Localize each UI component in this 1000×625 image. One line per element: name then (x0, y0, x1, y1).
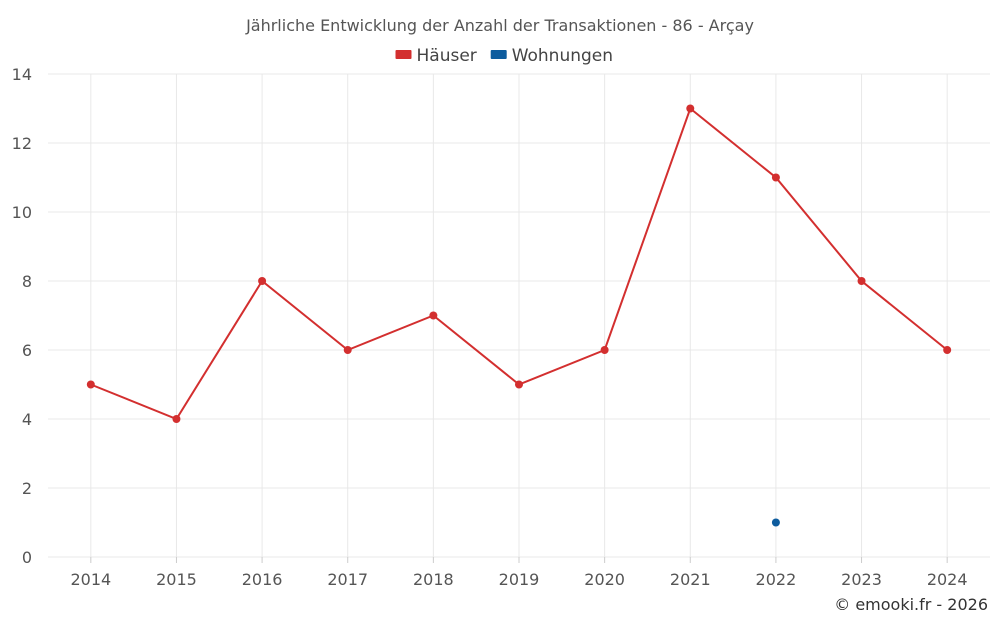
data-point (771, 518, 780, 527)
x-tick-label: 2015 (156, 570, 197, 589)
x-tick-label: 2019 (499, 570, 540, 589)
y-tick-label: 14 (12, 65, 32, 84)
chart-title: Jährliche Entwicklung der Anzahl der Tra… (245, 16, 754, 35)
x-tick-label: 2021 (670, 570, 711, 589)
series-group (86, 104, 952, 527)
x-tick-label: 2018 (413, 570, 454, 589)
legend-label: Wohnungen (512, 46, 613, 66)
data-point (686, 104, 695, 113)
x-tick-label: 2022 (756, 570, 797, 589)
data-point (943, 346, 952, 354)
credit-text: © emooki.fr - 2026 (834, 595, 988, 614)
y-tick-label: 12 (12, 134, 32, 153)
data-point (172, 415, 181, 423)
legend-swatch (395, 50, 412, 59)
data-point (429, 311, 438, 320)
y-tick-label: 2 (22, 479, 32, 498)
x-axis: 2014 2015 2016 2017 2018 2019 2020 2021 2022 2023… (70, 557, 968, 589)
y-axis: 0 2 4 6 8 10 12 14 (12, 65, 32, 567)
x-tick-label: 2017 (327, 570, 368, 589)
legend: Häuser Wohnungen (395, 46, 613, 66)
y-tick-label: 8 (22, 272, 32, 291)
legend-swatch (490, 50, 507, 59)
legend-label: Häuser (417, 46, 477, 66)
data-point (771, 173, 780, 182)
data-point (86, 380, 95, 389)
x-tick-label: 2016 (242, 570, 283, 589)
x-tick-label: 2020 (584, 570, 625, 589)
grid (48, 73, 990, 558)
data-point (515, 380, 523, 389)
data-point (857, 277, 866, 285)
data-point (258, 277, 267, 285)
y-tick-label: 10 (12, 203, 32, 222)
data-point (343, 346, 352, 354)
x-tick-label: 2023 (841, 570, 882, 589)
x-tick-label: 2014 (70, 570, 111, 589)
data-point (600, 346, 609, 354)
x-tick-label: 2024 (927, 570, 968, 589)
y-tick-label: 0 (22, 548, 32, 567)
y-tick-label: 6 (22, 341, 32, 360)
y-tick-label: 4 (22, 410, 32, 429)
